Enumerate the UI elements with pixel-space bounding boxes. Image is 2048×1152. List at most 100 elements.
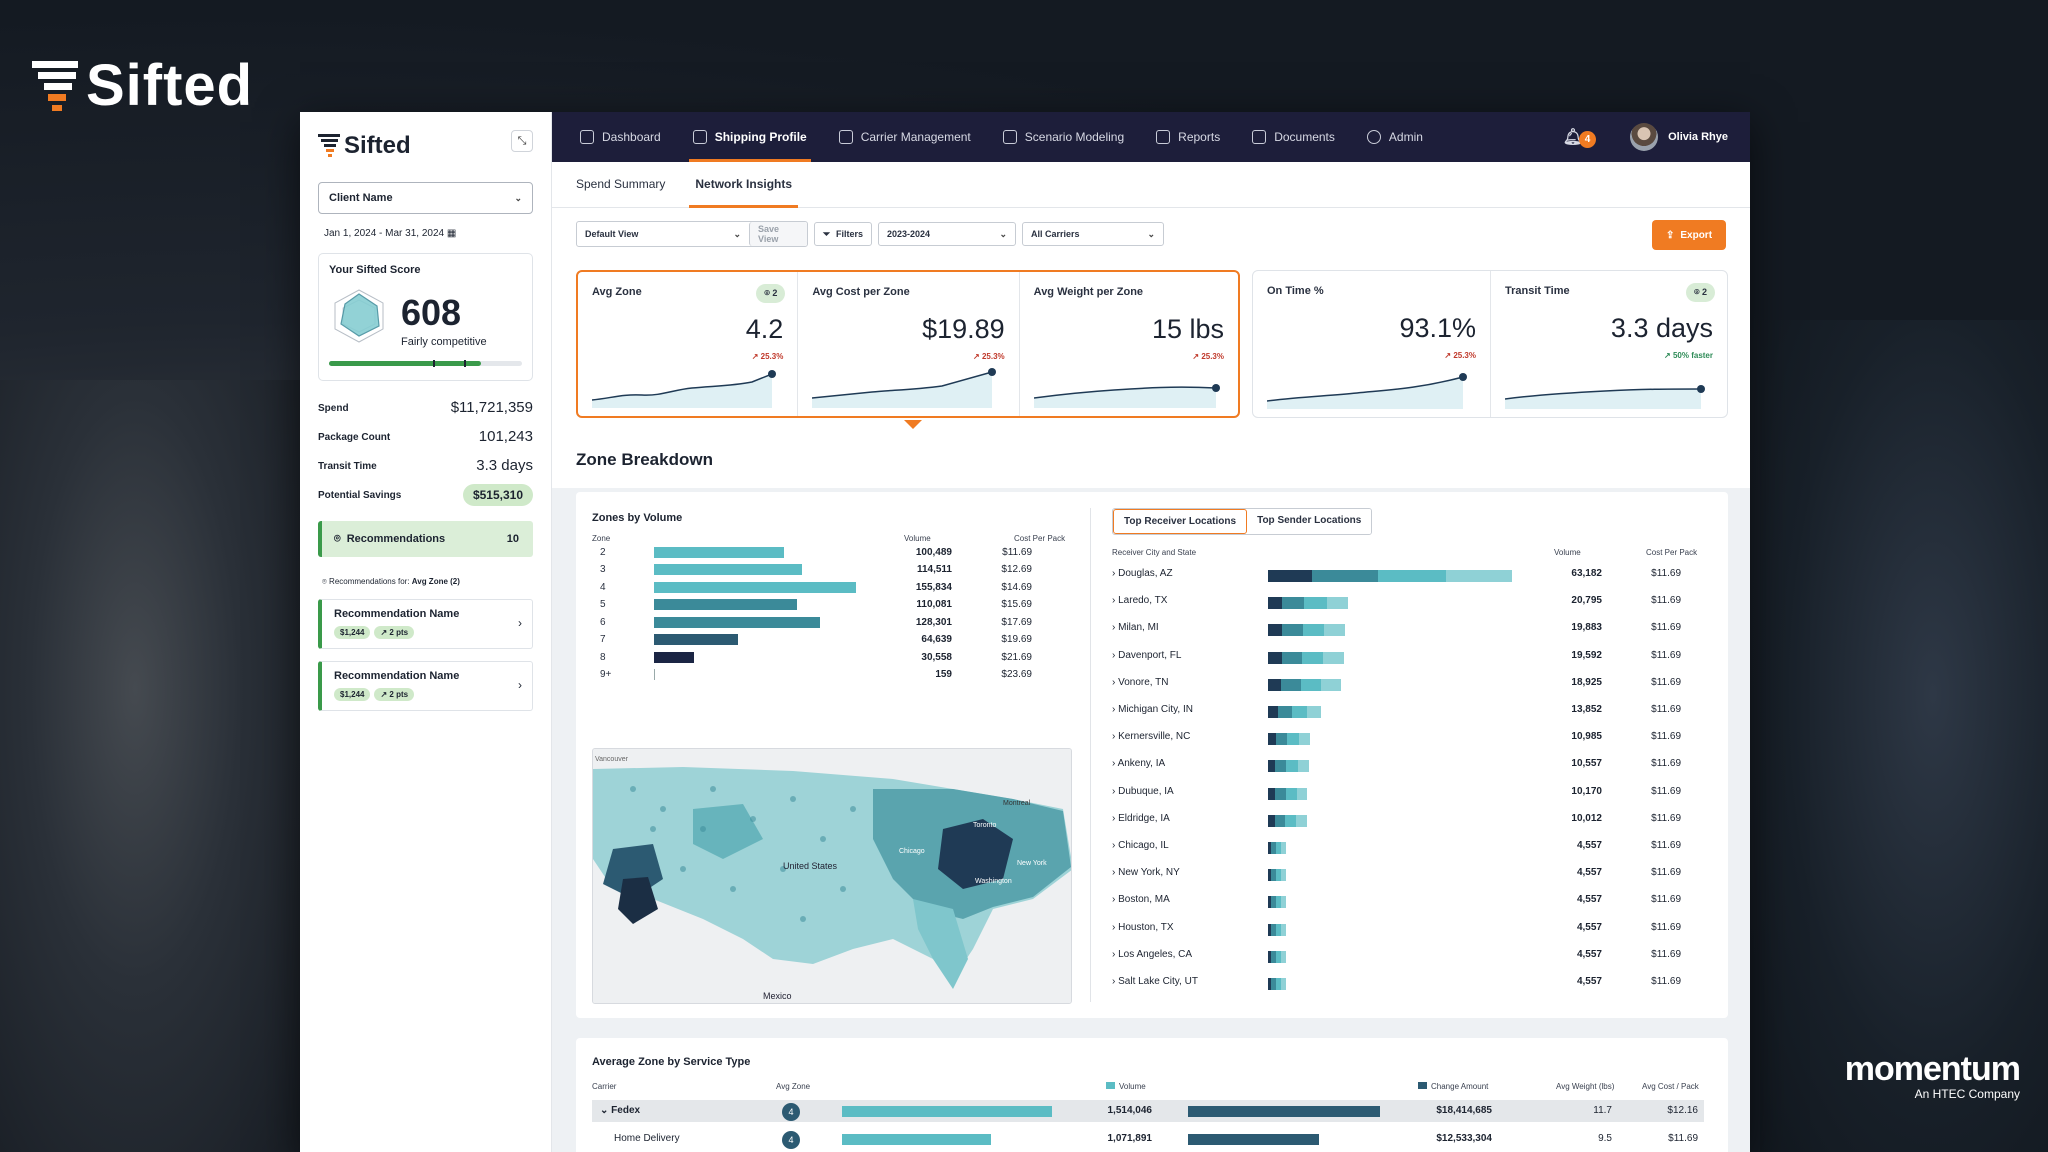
location-row[interactable]: › Eldridge, IA 10,012 $11.69: [1112, 811, 1702, 829]
view-select[interactable]: Default View ⌄: [577, 222, 749, 246]
collapse-sidebar-button[interactable]: ⤡: [511, 130, 533, 152]
zone-row[interactable]: 2 100,489 $11.69: [600, 544, 1040, 560]
export-button[interactable]: ⇪ Export: [1652, 220, 1726, 250]
period-select[interactable]: 2023-2024 ⌄: [878, 222, 1016, 246]
location-bar-segment: [1302, 624, 1325, 637]
client-select[interactable]: Client Name ⌄: [318, 182, 533, 214]
volume-bar: [842, 1106, 1052, 1117]
location-row[interactable]: › Michigan City, IN 13,852 $11.69: [1112, 702, 1702, 720]
stat-value: 3.3 days: [476, 457, 533, 474]
location-row[interactable]: › Douglas, AZ 63,182 $11.69: [1112, 566, 1702, 584]
location-bar-segment: [1275, 842, 1281, 854]
nav-reports[interactable]: Reports: [1140, 112, 1236, 162]
zone-row[interactable]: 7 64,639 $19.69: [600, 632, 1040, 648]
col-volume-label: Volume: [1119, 1082, 1146, 1091]
location-row[interactable]: › Kernersville, NC 10,985 $11.69: [1112, 729, 1702, 747]
nav-scenario-modeling[interactable]: Scenario Modeling: [987, 112, 1140, 162]
location-row[interactable]: › Vonore, TN 18,925 $11.69: [1112, 675, 1702, 693]
location-bar-segment: [1268, 978, 1272, 990]
location-bar-segment: [1275, 923, 1281, 936]
zone-breakdown-panel: Zones by Volume Zone Volume Cost Per Pac…: [576, 492, 1728, 1018]
chevron-right-icon: ›: [1112, 758, 1118, 770]
location-bar-segment: [1304, 597, 1327, 610]
tab-top-sender-locations[interactable]: Top Sender Locations: [1247, 509, 1372, 534]
location-cost: $11.69: [1651, 948, 1681, 960]
radar-icon: [334, 289, 384, 343]
nav-admin[interactable]: Admin: [1351, 112, 1439, 162]
location-city: Ankeny, IA: [1117, 758, 1166, 770]
tab-top-receiver-locations[interactable]: Top Receiver Locations: [1113, 509, 1248, 534]
chevron-right-icon: ›: [518, 678, 522, 692]
location-bar-segment: [1292, 706, 1308, 718]
chevron-right-icon: ›: [1112, 704, 1119, 715]
location-row[interactable]: › Boston, MA 4,557 $11.69: [1112, 892, 1702, 910]
location-bar: [1268, 597, 1349, 610]
location-volume: 4,557: [1576, 948, 1602, 960]
zone-row[interactable]: 3 114,511 $12.69: [600, 562, 1040, 578]
location-city: Salt Lake City, UT: [1118, 976, 1198, 987]
tab-network-insights[interactable]: Network Insights: [683, 162, 804, 208]
recommendation-card[interactable]: Recommendation Name $1,244 ↗ 2 pts ›: [318, 661, 533, 711]
location-row[interactable]: › Dubuque, IA 10,170 $11.69: [1112, 784, 1702, 802]
service-row-fedex[interactable]: ⌄ Fedex 4 1,514,046 $18,414,685 11.7 $12.16: [592, 1100, 1704, 1122]
zone-row[interactable]: 5 110,081 $15.69: [600, 597, 1040, 613]
recommendation-card[interactable]: Recommendation Name $1,244 ↗ 2 pts ›: [318, 599, 533, 649]
location-row[interactable]: › Laredo, TX 20,795 $11.69: [1112, 593, 1702, 611]
carriers-select[interactable]: All Carriers ⌄: [1022, 222, 1164, 246]
location-bar-segment: [1281, 651, 1303, 664]
location-row[interactable]: › Milan, MI 19,883 $11.69: [1112, 620, 1702, 638]
zone-row[interactable]: 6 128,301 $17.69: [600, 614, 1040, 630]
zone-map[interactable]: Vancouver United States Mexico Montreal …: [592, 748, 1072, 1004]
recommendations-button[interactable]: ⌾ Recommendations 10: [318, 521, 533, 557]
location-bar-segment: [1311, 570, 1378, 582]
location-cost: $11.69: [1651, 622, 1681, 634]
kpi-card-on-time[interactable]: On Time % 93.1% ↗ 25.3%: [1253, 271, 1491, 417]
nav-label: Scenario Modeling: [1024, 130, 1125, 144]
recommendations-for: ⌾ Recommendations for: Avg Zone (2): [318, 577, 533, 587]
user-name: Olivia Rhye: [1668, 131, 1728, 143]
notifications-button[interactable]: 🔔︎ 4: [1563, 127, 1597, 148]
nav-carrier-management[interactable]: Carrier Management: [823, 112, 987, 162]
location-volume: 4,557: [1576, 840, 1602, 851]
kpi-card-avg-cost[interactable]: Avg Cost per Zone $19.89 ↗ 25.3%: [798, 272, 1020, 416]
date-range[interactable]: Jan 1, 2024 - Mar 31, 2024 ▦: [318, 228, 533, 239]
location-row[interactable]: › Houston, TX 4,557 $11.69: [1112, 920, 1702, 938]
location-city: Los Angeles, CA: [1118, 948, 1193, 960]
nav-shipping-profile[interactable]: Shipping Profile: [677, 112, 823, 162]
location-row[interactable]: › New York, NY 4,557 $11.69: [1112, 865, 1702, 883]
legend-swatch: [1418, 1082, 1427, 1089]
kpi-card-avg-weight[interactable]: Avg Weight per Zone 15 lbs ↗ 25.3%: [1020, 272, 1238, 416]
location-row[interactable]: › Chicago, IL 4,557 $11.69: [1112, 838, 1702, 856]
client-select-value: Client Name: [329, 192, 393, 204]
location-bar: [1268, 651, 1344, 664]
service-row[interactable]: Home Delivery 4 1,071,891 $12,533,304 9.5 $11…: [592, 1128, 1704, 1150]
panel-divider: [1090, 508, 1091, 1002]
location-row[interactable]: › Los Angeles, CA 4,557 $11.69: [1112, 947, 1702, 965]
location-bar-segment: [1275, 760, 1287, 773]
kpi-card-avg-zone[interactable]: Avg Zone ⌾ 2 4.2 ↗ 25.3%: [578, 272, 799, 416]
location-bar-segment: [1268, 869, 1272, 882]
chevron-down-icon: ⌄: [514, 192, 522, 203]
zone-row[interactable]: 8 30,558 $21.69: [600, 649, 1040, 665]
location-cost: $11.69: [1651, 894, 1681, 906]
location-row[interactable]: › Ankeny, IA 10,557 $11.69: [1112, 756, 1702, 774]
location-row[interactable]: › Salt Lake City, UT 4,557 $11.69: [1112, 974, 1702, 992]
kpi-sparkline: [1505, 385, 1705, 409]
kpi-delta-value: 25.3%: [1201, 352, 1224, 361]
kpi-card-transit-time[interactable]: Transit Time ⌾ 2 3.3 days ↗ 50% faster: [1491, 271, 1727, 417]
location-bar: [1268, 760, 1309, 773]
avatar: [1630, 123, 1659, 151]
zone-row[interactable]: 9+ 159 $23.69: [600, 667, 1040, 683]
user-menu[interactable]: Olivia Rhye: [1630, 123, 1728, 151]
col-weight: Avg Weight (lbs): [1556, 1082, 1615, 1091]
stat-transit-time: Transit Time 3.3 days: [318, 453, 533, 482]
zone-row[interactable]: 4 155,834 $14.69: [600, 579, 1040, 595]
nav-documents[interactable]: Documents: [1236, 112, 1351, 162]
location-row[interactable]: › Davenport, FL 19,592 $11.69: [1112, 648, 1702, 666]
filters-button[interactable]: ⏷ Filters: [814, 222, 872, 246]
nav-dashboard[interactable]: Dashboard: [564, 112, 677, 162]
save-view-button[interactable]: Save View: [749, 222, 807, 246]
tab-spend-summary[interactable]: Spend Summary: [576, 177, 666, 191]
background-photo-left: [0, 380, 300, 1152]
col-volume: Volume: [1554, 548, 1581, 557]
